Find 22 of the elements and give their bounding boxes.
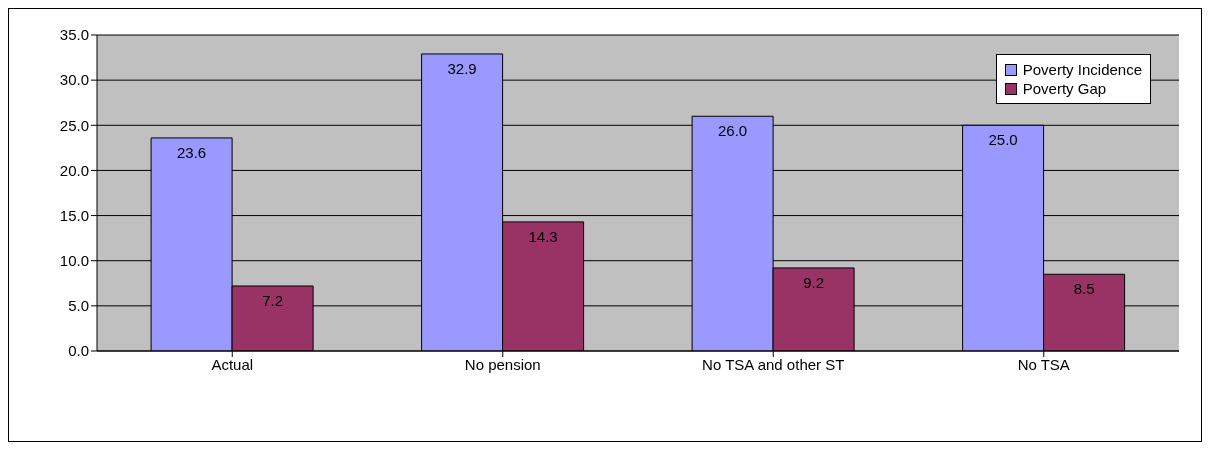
y-tick-label: 20.0 <box>59 161 89 179</box>
x-tick-label: No TSA and other ST <box>702 355 845 373</box>
y-tick-label: 30.0 <box>59 71 89 89</box>
y-tick-label: 15.0 <box>59 206 89 224</box>
y-tick-label: 0.0 <box>68 342 89 360</box>
data-label: 26.0 <box>718 122 748 140</box>
data-label: 23.6 <box>177 143 207 161</box>
y-tick-label: 5.0 <box>68 297 89 315</box>
data-label: 9.2 <box>803 273 825 291</box>
data-label: 7.2 <box>262 291 284 309</box>
data-label: 32.9 <box>447 59 477 77</box>
y-tick-label: 35.0 <box>59 26 89 44</box>
legend-label: Poverty Incidence <box>1022 61 1142 78</box>
x-tick-label: No pension <box>464 355 541 373</box>
y-tick-label: 25.0 <box>59 116 89 134</box>
legend-label: Poverty Gap <box>1022 80 1107 97</box>
x-tick-label: No TSA <box>1017 355 1070 373</box>
x-tick-label: Actual <box>211 355 254 373</box>
y-tick-label: 10.0 <box>59 252 89 270</box>
data-label: 14.3 <box>528 227 558 245</box>
data-label: 25.0 <box>988 131 1018 149</box>
data-label: 8.5 <box>1073 280 1095 298</box>
